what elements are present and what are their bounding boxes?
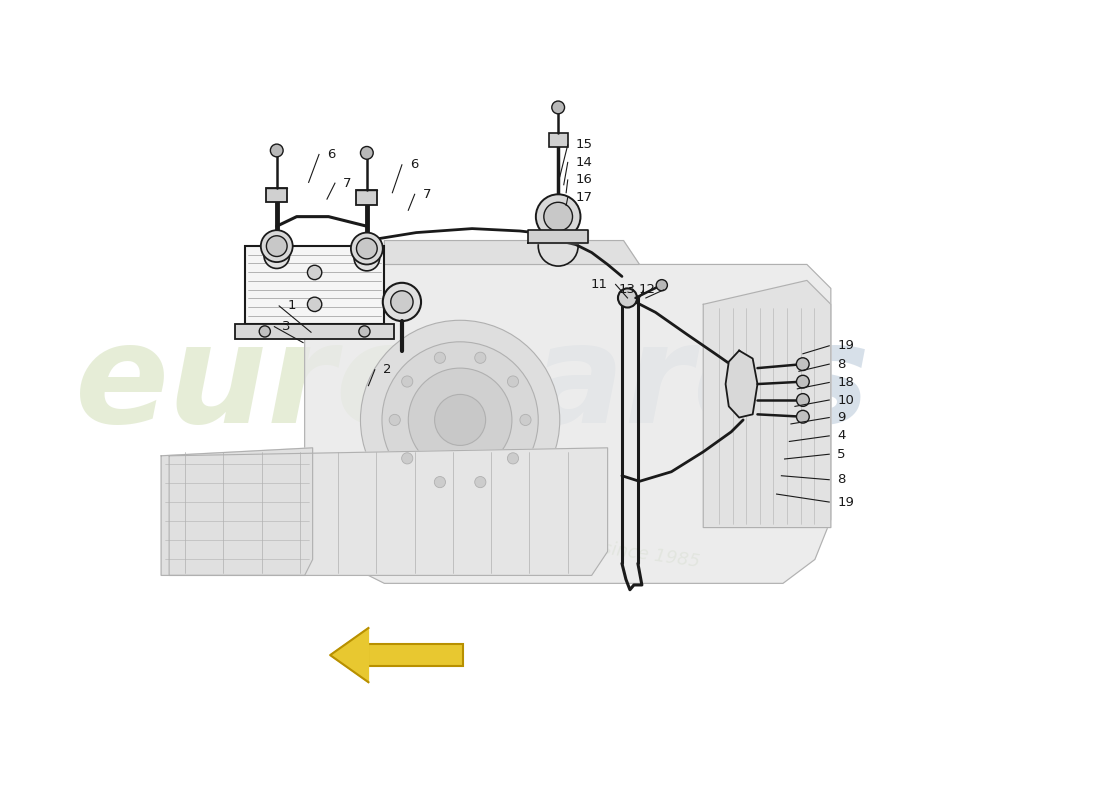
Circle shape: [389, 414, 400, 426]
Text: 10: 10: [837, 394, 854, 406]
Circle shape: [434, 477, 446, 488]
Polygon shape: [726, 350, 758, 418]
Circle shape: [543, 202, 572, 231]
Text: 3: 3: [283, 320, 290, 333]
Circle shape: [356, 238, 377, 259]
Text: sares: sares: [448, 317, 870, 451]
Bar: [235, 324, 394, 338]
Polygon shape: [305, 265, 830, 583]
Polygon shape: [330, 628, 369, 682]
Text: 18: 18: [837, 376, 854, 389]
Circle shape: [361, 146, 373, 159]
Circle shape: [354, 246, 379, 271]
Circle shape: [552, 101, 564, 114]
Text: 11: 11: [591, 278, 607, 291]
Circle shape: [434, 394, 485, 446]
Circle shape: [796, 375, 810, 388]
Text: 12: 12: [638, 283, 656, 297]
Text: 5: 5: [837, 448, 846, 461]
Polygon shape: [703, 281, 830, 527]
Text: 9: 9: [837, 411, 846, 424]
Circle shape: [520, 414, 531, 426]
Circle shape: [307, 297, 322, 311]
Circle shape: [307, 266, 322, 280]
Circle shape: [402, 453, 412, 464]
Circle shape: [351, 233, 383, 265]
Polygon shape: [384, 241, 639, 265]
Circle shape: [434, 352, 446, 363]
Circle shape: [402, 376, 412, 387]
Circle shape: [359, 326, 370, 337]
Circle shape: [618, 288, 637, 307]
Text: euro: euro: [75, 317, 432, 451]
Text: 4: 4: [837, 430, 846, 442]
Polygon shape: [169, 448, 607, 575]
Text: a passion for Cars since 1985: a passion for Cars since 1985: [434, 516, 701, 571]
Bar: [368, 644, 462, 666]
Text: 1: 1: [287, 299, 296, 313]
Circle shape: [264, 243, 289, 269]
Text: 8: 8: [837, 474, 846, 486]
Circle shape: [796, 394, 810, 406]
Circle shape: [657, 280, 668, 290]
Text: 19: 19: [837, 339, 854, 352]
Bar: [245, 246, 384, 324]
Text: 7: 7: [422, 188, 431, 201]
Circle shape: [271, 144, 283, 157]
Text: 14: 14: [575, 156, 593, 169]
Circle shape: [390, 290, 414, 313]
Circle shape: [507, 376, 518, 387]
Circle shape: [261, 230, 293, 262]
Bar: [356, 190, 377, 205]
Circle shape: [507, 453, 518, 464]
Text: 16: 16: [575, 174, 593, 186]
Text: 6: 6: [327, 148, 336, 161]
Circle shape: [260, 326, 271, 337]
Text: 6: 6: [410, 158, 418, 171]
Bar: [549, 133, 568, 147]
Text: 13: 13: [618, 283, 636, 297]
Circle shape: [536, 194, 581, 239]
Circle shape: [796, 410, 810, 423]
Circle shape: [408, 368, 512, 472]
Circle shape: [382, 342, 538, 498]
Text: 7: 7: [343, 177, 351, 190]
Circle shape: [796, 358, 810, 370]
Circle shape: [383, 283, 421, 321]
Bar: [266, 188, 287, 202]
Circle shape: [475, 477, 486, 488]
Circle shape: [538, 226, 579, 266]
Text: 2: 2: [383, 363, 392, 376]
Text: 17: 17: [575, 191, 593, 204]
Text: 15: 15: [575, 138, 593, 151]
Polygon shape: [162, 448, 312, 575]
Circle shape: [266, 236, 287, 257]
Polygon shape: [528, 230, 588, 243]
Circle shape: [361, 320, 560, 519]
Text: 8: 8: [837, 358, 846, 370]
Circle shape: [475, 352, 486, 363]
Text: 19: 19: [837, 495, 854, 509]
